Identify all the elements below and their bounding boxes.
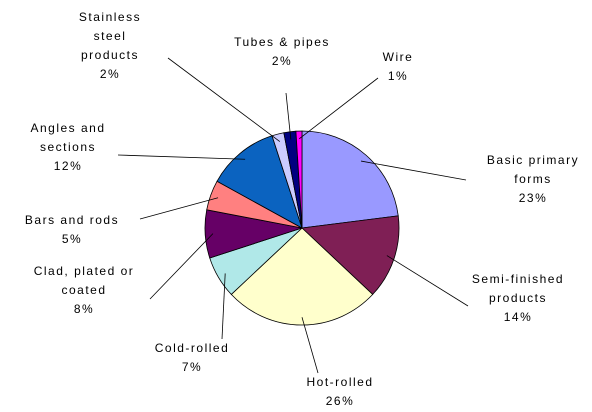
pie-slice xyxy=(301,130,399,229)
pie-slice xyxy=(295,130,303,229)
leader-line xyxy=(285,92,292,140)
slice-value-label: 26% xyxy=(325,394,355,408)
slice-label: Semi-finished products xyxy=(471,272,565,305)
leader-line xyxy=(117,154,246,160)
leader-line xyxy=(167,57,281,142)
pie-slice xyxy=(301,215,400,295)
slice-value-label: 8% xyxy=(73,302,95,316)
slice-value-label: 23% xyxy=(518,191,548,205)
leader-line xyxy=(298,77,379,140)
slice-value-label: 12% xyxy=(53,159,83,173)
slice-label: Stainless steel products xyxy=(78,10,142,62)
leader-line xyxy=(149,233,214,300)
leader-line xyxy=(139,197,219,220)
slice-value-label: 14% xyxy=(503,310,533,324)
leader-line xyxy=(221,273,226,340)
slice-label: Clad, plated or coated xyxy=(33,264,135,297)
slice-value-label: 5% xyxy=(61,232,83,246)
slice-label: Basic primary forms xyxy=(486,153,580,186)
slice-value-label: 1% xyxy=(387,69,409,83)
slice-label: Cold-rolled xyxy=(154,341,230,355)
slice-value-label: 7% xyxy=(181,360,203,374)
leader-line xyxy=(386,255,469,307)
slice-label: Hot-rolled xyxy=(306,375,374,389)
slice-value-label: 2% xyxy=(271,54,293,68)
pie-slice xyxy=(230,227,374,326)
leader-line xyxy=(360,160,467,181)
slice-label: Tubes & pipes xyxy=(234,35,330,49)
slice-value-label: 2% xyxy=(99,67,121,81)
slice-label: Bars and rods xyxy=(24,213,120,227)
slice-label: Angles and sections xyxy=(30,121,106,154)
leader-line xyxy=(301,317,319,374)
slice-label: Wire xyxy=(382,50,414,64)
